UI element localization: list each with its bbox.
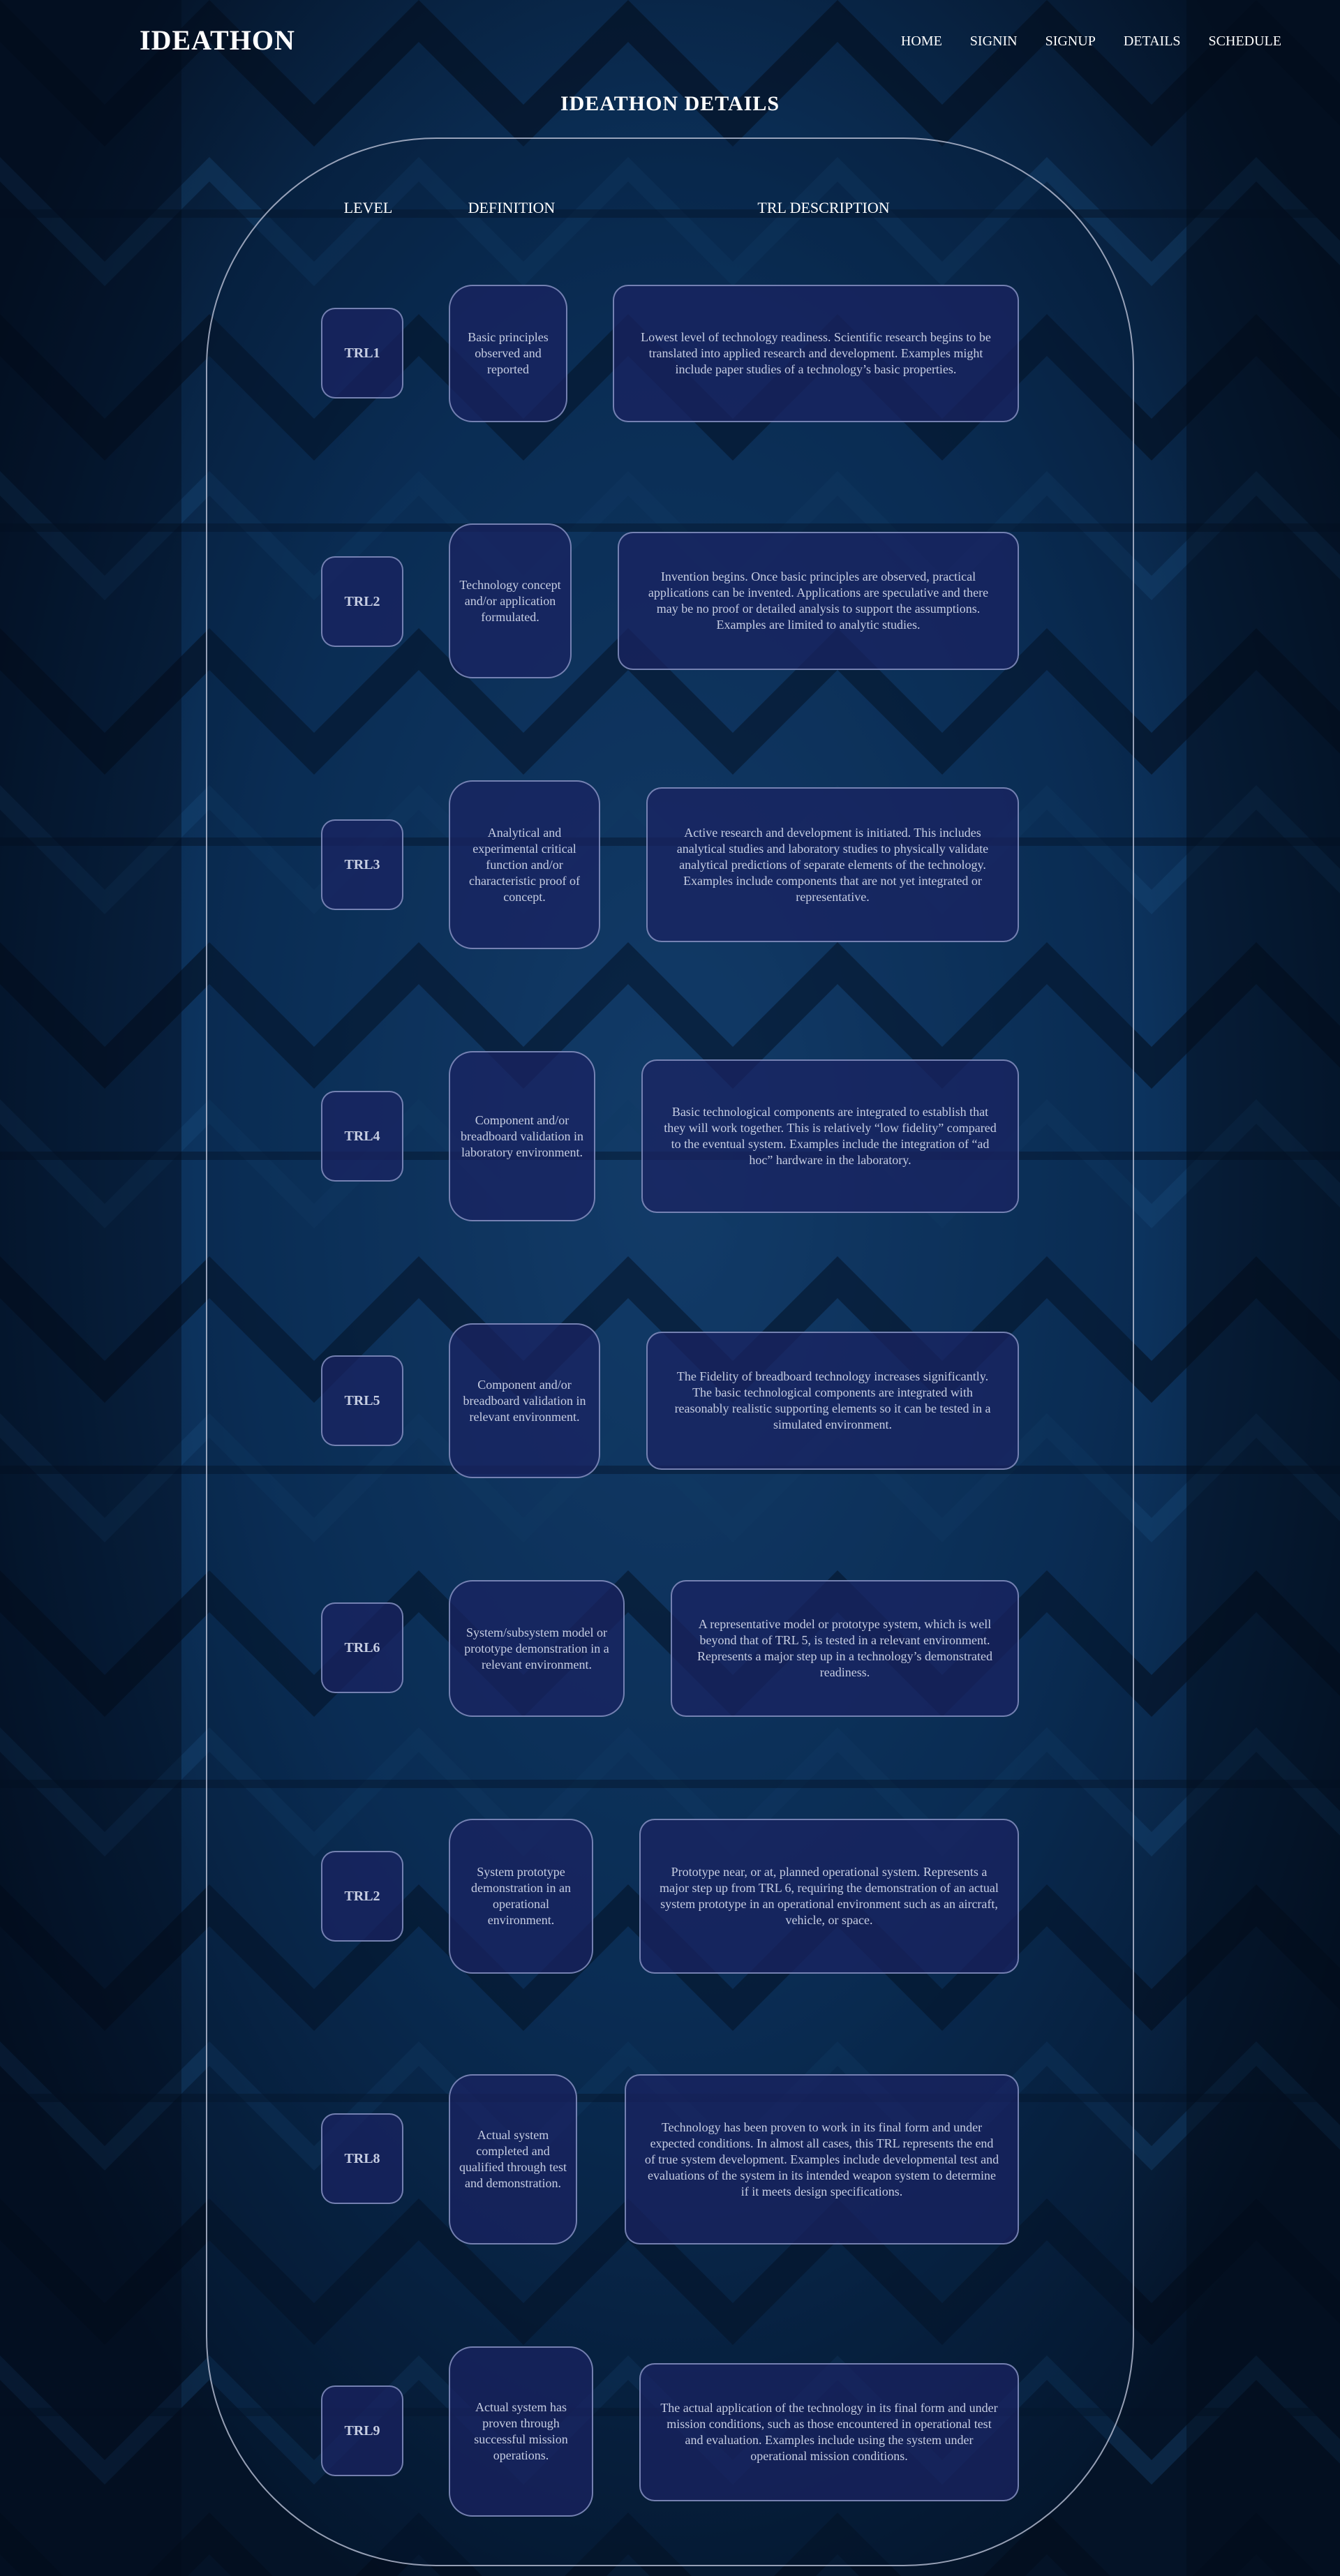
trl-level: TRL9	[321, 2385, 403, 2476]
nav-signup[interactable]: SIGNUP	[1045, 33, 1096, 49]
trl-level: TRL2	[321, 556, 403, 647]
trl-definition: Technology concept and/or application fo…	[449, 523, 572, 678]
trl-level: TRL6	[321, 1602, 403, 1693]
page-title: IDEATHON DETAILS	[560, 92, 780, 115]
nav-schedule[interactable]: SCHEDULE	[1208, 33, 1281, 49]
trl-description: Lowest level of technology readiness. Sc…	[613, 285, 1019, 422]
trl-definition: System/subsystem model or prototype demo…	[449, 1580, 625, 1717]
trl-definition: Basic principles observed and reported	[449, 285, 567, 422]
trl-description: Prototype near, or at, planned operation…	[639, 1819, 1019, 1974]
trl-description: Basic technological components are integ…	[641, 1059, 1019, 1213]
trl-description: A representative model or prototype syst…	[671, 1580, 1019, 1717]
trl-description: Invention begins. Once basic principles …	[618, 532, 1019, 670]
nav-details[interactable]: DETAILS	[1123, 33, 1181, 49]
site-header: IDEATHON HOME SIGNIN SIGNUP DETAILS SCHE…	[0, 0, 1340, 84]
nav-signin[interactable]: SIGNIN	[969, 33, 1018, 49]
trl-definition: Component and/or breadboard validation i…	[449, 1323, 600, 1478]
trl-definition: Analytical and experimental critical fun…	[449, 780, 600, 949]
main-nav: HOME SIGNIN SIGNUP DETAILS SCHEDULE	[873, 33, 1281, 50]
trl-level: TRL2	[321, 1851, 403, 1942]
trl-description: Technology has been proven to work in it…	[625, 2074, 1019, 2244]
column-header-level: LEVEL	[343, 199, 393, 216]
trl-definition: Actual system has proven through success…	[449, 2346, 593, 2517]
trl-level: TRL3	[321, 819, 403, 910]
trl-definition: System prototype demonstration in an ope…	[449, 1819, 593, 1974]
trl-definition: Component and/or breadboard validation i…	[449, 1051, 595, 1221]
trl-definition: Actual system completed and qualified th…	[449, 2074, 577, 2244]
trl-level: TRL5	[321, 1355, 403, 1446]
trl-description: The actual application of the technology…	[639, 2363, 1019, 2501]
trl-level: TRL4	[321, 1091, 403, 1182]
trl-description: The Fidelity of breadboard technology in…	[646, 1332, 1019, 1470]
trl-level: TRL1	[321, 308, 403, 399]
trl-description: Active research and development is initi…	[646, 787, 1019, 942]
nav-home[interactable]: HOME	[900, 33, 942, 49]
column-header-definition: DEFINITION	[468, 199, 556, 216]
site-logo[interactable]: IDEATHON	[140, 24, 295, 56]
trl-level: TRL8	[321, 2113, 403, 2204]
column-header-trl-description: TRL DESCRIPTION	[757, 199, 890, 216]
